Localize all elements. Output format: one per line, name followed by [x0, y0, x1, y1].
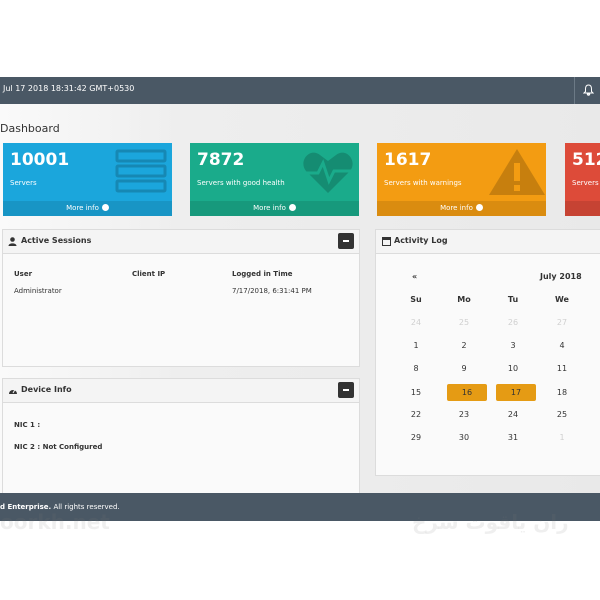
cell: 7/17/2018, 6:31:41 PM — [232, 287, 312, 295]
weekday: We — [555, 295, 569, 304]
card-label: Servers with warnings — [384, 179, 462, 187]
datetime: Jul 17 2018 18:31:42 GMT+0530 — [3, 84, 135, 93]
calendar-day[interactable]: 24 — [507, 410, 519, 419]
card-footer: More info — [377, 201, 546, 216]
card-icon — [303, 152, 353, 193]
calendar-day[interactable]: 23 — [458, 410, 470, 419]
footer-text: d Enterprise. All rights reserved. — [0, 503, 120, 511]
more-info-link[interactable]: More info — [253, 204, 286, 212]
activity-panel: Activity Log « July 2018 Su Mo Tu We 24 25 26 2… — [375, 229, 600, 476]
calendar-day[interactable]: 1 — [559, 433, 565, 442]
card-value: 1617 — [384, 150, 432, 170]
more-info-link[interactable]: More info — [66, 204, 99, 212]
calendar-day[interactable]: 24 — [410, 318, 422, 327]
calendar-day[interactable]: 9 — [461, 364, 467, 373]
company: d Enterprise. — [0, 503, 52, 511]
sessions-panel: Active Sessions User Client IP Logged in… — [2, 229, 360, 367]
device-panel: Device Info NIC 1 : NIC 2 : Not Configur… — [2, 378, 360, 495]
calendar-day[interactable]: 26 — [507, 318, 519, 327]
stat-card: 1617 Servers with warnings More info — [377, 143, 546, 216]
bell-icon[interactable] — [583, 84, 594, 96]
calendar-day[interactable]: 30 — [458, 433, 470, 442]
stat-card: 10001 Servers More info — [3, 143, 172, 216]
column-header: Logged in Time — [232, 270, 293, 278]
weekday: Tu — [507, 295, 519, 304]
column-header: Client IP — [132, 270, 166, 278]
panel-header: Active Sessions — [3, 230, 359, 254]
gauge-icon — [9, 389, 17, 394]
footer — [0, 493, 600, 521]
calendar-day[interactable]: 10 — [507, 364, 519, 373]
card-footer: More info — [3, 201, 172, 216]
prev-month[interactable]: « — [412, 272, 418, 281]
panel-header: Device Info — [3, 379, 359, 403]
arrow-icon — [288, 204, 296, 211]
column-header: User — [14, 270, 33, 278]
panel-title: Active Sessions — [21, 236, 92, 245]
more-info-link[interactable]: More info — [440, 204, 473, 212]
month-title: July 2018 — [540, 272, 582, 281]
calendar-day[interactable]: 27 — [556, 318, 568, 327]
card-icon — [115, 149, 167, 193]
calendar-day[interactable]: 1 — [413, 341, 419, 350]
stat-card: 7872 Servers with good health More info — [190, 143, 359, 216]
calendar-day[interactable]: 16 — [447, 384, 487, 401]
device-item: NIC 2 : Not Configured — [14, 443, 103, 451]
card-label: Servers with good health — [197, 179, 285, 187]
rights: All rights reserved. — [53, 503, 120, 511]
card-value: 512 — [572, 150, 600, 170]
user-icon — [8, 237, 17, 246]
card-icon — [489, 149, 545, 195]
watermark: oorkh.net — [0, 510, 110, 534]
panel-title: Activity Log — [394, 236, 448, 245]
page-title: Dashboard — [0, 122, 60, 135]
stat-card: 512 Servers w More info — [565, 143, 600, 216]
top-bar — [0, 77, 600, 104]
panel-header: Activity Log — [376, 230, 600, 254]
calendar-day[interactable]: 29 — [410, 433, 422, 442]
cell: Administrator — [14, 287, 62, 295]
calendar-day[interactable]: 4 — [559, 341, 565, 350]
calendar-day[interactable]: 3 — [510, 341, 516, 350]
panel-title: Device Info — [21, 385, 72, 394]
card-label: Servers w — [572, 179, 600, 187]
calendar-day[interactable]: 18 — [556, 388, 568, 397]
watermark: ران یاقوت سرخ — [412, 510, 569, 534]
card-footer: More info — [565, 201, 600, 216]
calendar-day[interactable]: 25 — [556, 410, 568, 419]
calendar-day[interactable]: 15 — [410, 388, 422, 397]
arrow-icon — [101, 204, 109, 211]
card-value: 10001 — [10, 150, 70, 170]
card-value: 7872 — [197, 150, 245, 170]
calendar-day[interactable]: 2 — [461, 341, 467, 350]
calendar-day[interactable]: 22 — [410, 410, 422, 419]
weekday: Mo — [457, 295, 471, 304]
calendar-icon — [382, 237, 391, 246]
weekday: Su — [410, 295, 422, 304]
collapse-button[interactable] — [338, 233, 354, 249]
collapse-button[interactable] — [338, 382, 354, 398]
calendar-day[interactable]: 31 — [507, 433, 519, 442]
device-item: NIC 1 : — [14, 421, 41, 429]
calendar-day[interactable]: 8 — [413, 364, 419, 373]
calendar-day[interactable]: 11 — [556, 364, 568, 373]
calendar-day[interactable]: 17 — [496, 384, 536, 401]
calendar-day[interactable]: 25 — [458, 318, 470, 327]
card-label: Servers — [10, 179, 37, 187]
separator — [574, 77, 575, 104]
card-footer: More info — [190, 201, 359, 216]
arrow-icon — [475, 204, 483, 211]
